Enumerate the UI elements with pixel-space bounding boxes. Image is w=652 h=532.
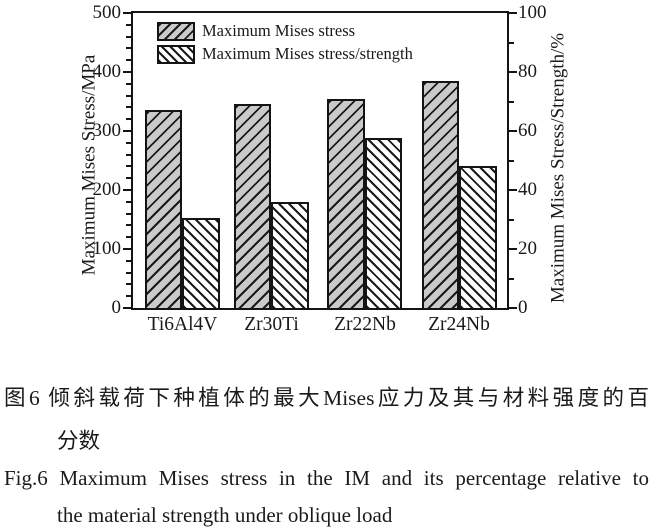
left-axis-tick bbox=[126, 59, 131, 62]
left-axis-tick bbox=[126, 35, 131, 38]
stress-bar-Zr30Ti bbox=[233, 104, 272, 308]
right-axis-title: Maximum Mises Stress/Strength/% bbox=[547, 32, 569, 304]
left-axis-tick bbox=[126, 94, 131, 97]
left-axis-tick bbox=[123, 71, 131, 73]
caption-en-line1: Fig.6 Maximum Mises stress in the IM and… bbox=[4, 466, 649, 490]
right-tick-label: 40 bbox=[518, 179, 537, 201]
left-axis-tick bbox=[126, 283, 131, 286]
left-tick-label: 400 bbox=[92, 61, 122, 83]
left-axis-tick bbox=[126, 23, 131, 26]
legend-label-strength: Maximum Mises stress/strength bbox=[202, 44, 413, 64]
left-axis-tick bbox=[123, 307, 131, 309]
right-axis-tick bbox=[509, 130, 517, 132]
right-axis-tick bbox=[509, 159, 514, 162]
left-axis-tick bbox=[126, 141, 131, 144]
x-tick-label-Ti6Al4V: Ti6Al4V bbox=[147, 314, 218, 335]
left-axis-tick bbox=[123, 130, 131, 132]
right-tick-label: 80 bbox=[518, 61, 537, 83]
left-axis-tick bbox=[126, 177, 131, 180]
caption-en-line2: the material strength under oblique load bbox=[57, 503, 393, 527]
caption-zh-line2: 分数 bbox=[57, 429, 101, 453]
strength-bar-Ti6Al4V bbox=[182, 218, 220, 308]
plot-area: Maximum Mises stress Maximum Mises stres… bbox=[93, 3, 547, 334]
left-axis-tick bbox=[126, 118, 131, 121]
right-tick-label: 100 bbox=[518, 2, 547, 24]
left-tick-label: 0 bbox=[111, 297, 122, 319]
left-axis-tick bbox=[126, 259, 131, 262]
left-tick-label: 300 bbox=[92, 120, 122, 142]
strength-bar-Zr24Nb bbox=[459, 166, 497, 308]
right-axis-tick bbox=[509, 248, 517, 250]
stress-hatch-swatch-icon bbox=[157, 22, 195, 41]
right-axis-tick bbox=[509, 189, 517, 191]
strength-bar-Zr22Nb bbox=[364, 138, 403, 308]
right-axis-tick bbox=[509, 12, 517, 14]
left-axis-tick bbox=[126, 165, 131, 168]
right-tick-label: 60 bbox=[518, 120, 537, 142]
left-axis-tick bbox=[126, 200, 131, 203]
strength-hatch-swatch-icon bbox=[157, 45, 195, 64]
legend: Maximum Mises stress Maximum Mises stres… bbox=[157, 22, 413, 64]
left-axis-tick bbox=[123, 189, 131, 191]
right-tick-label: 20 bbox=[518, 238, 537, 260]
left-axis-tick bbox=[123, 248, 131, 250]
stress-bar-Zr22Nb bbox=[327, 98, 365, 308]
x-tick-label-Zr30Ti: Zr30Ti bbox=[244, 314, 299, 335]
right-axis-tick bbox=[509, 41, 514, 44]
right-axis-tick bbox=[509, 71, 517, 73]
right-tick-label: 0 bbox=[518, 297, 528, 319]
left-axis-tick bbox=[126, 82, 131, 85]
stress-bar-Ti6Al4V bbox=[144, 110, 183, 308]
left-axis-tick bbox=[126, 153, 131, 156]
left-axis-tick bbox=[126, 224, 131, 227]
right-axis-tick bbox=[509, 277, 514, 280]
left-axis-tick bbox=[126, 212, 131, 215]
legend-item-strength: Maximum Mises stress/strength bbox=[157, 45, 413, 64]
left-tick-label: 100 bbox=[92, 238, 122, 260]
left-axis-tick bbox=[126, 47, 131, 50]
left-axis-tick bbox=[126, 236, 131, 239]
stress-bar-Zr24Nb bbox=[421, 80, 460, 308]
legend-label-stress: Maximum Mises stress bbox=[202, 21, 356, 41]
caption-zh-line1: 图6 倾斜载荷下种植体的最大Mises应力及其与材料强度的百 bbox=[4, 386, 649, 410]
right-axis-tick bbox=[509, 100, 514, 103]
right-axis-tick bbox=[509, 307, 517, 309]
left-axis-tick bbox=[126, 295, 131, 298]
right-axis-tick bbox=[509, 218, 514, 221]
left-tick-label: 500 bbox=[92, 2, 122, 24]
left-tick-label: 200 bbox=[92, 179, 122, 201]
left-axis-tick bbox=[123, 12, 131, 14]
left-axis-tick bbox=[126, 106, 131, 109]
x-tick-label-Zr22Nb: Zr22Nb bbox=[334, 314, 396, 335]
strength-bar-Zr30Ti bbox=[271, 201, 309, 308]
legend-item-stress: Maximum Mises stress bbox=[157, 22, 413, 41]
x-tick-label-Zr24Nb: Zr24Nb bbox=[428, 314, 490, 335]
left-axis-tick bbox=[126, 271, 131, 274]
